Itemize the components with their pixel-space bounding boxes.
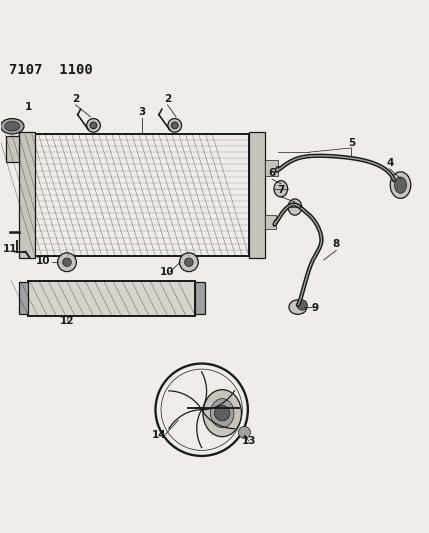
Circle shape: [90, 122, 97, 129]
Circle shape: [297, 300, 307, 310]
Bar: [18, 132, 35, 258]
Text: 1: 1: [25, 102, 32, 112]
Ellipse shape: [274, 181, 287, 197]
Bar: [19, 282, 28, 314]
Ellipse shape: [289, 300, 307, 314]
Ellipse shape: [288, 199, 302, 215]
Text: 14: 14: [151, 430, 166, 440]
Bar: [6, 136, 18, 161]
Circle shape: [184, 258, 193, 266]
Text: 9: 9: [311, 303, 319, 313]
Text: 10: 10: [160, 267, 175, 277]
Circle shape: [168, 118, 181, 132]
Circle shape: [171, 122, 178, 129]
Bar: [265, 160, 278, 176]
Text: 12: 12: [60, 316, 74, 326]
Text: 3: 3: [138, 107, 145, 117]
Bar: [28, 280, 195, 316]
Text: 7107  1100: 7107 1100: [9, 63, 93, 77]
Circle shape: [57, 253, 76, 272]
Ellipse shape: [395, 177, 407, 193]
Circle shape: [214, 406, 230, 421]
Text: 10: 10: [36, 255, 51, 265]
Circle shape: [87, 118, 100, 132]
Text: 11: 11: [3, 245, 17, 254]
Bar: [35, 134, 249, 256]
Text: 13: 13: [242, 437, 256, 446]
Ellipse shape: [211, 399, 234, 427]
Ellipse shape: [390, 172, 411, 198]
Text: 2: 2: [72, 94, 79, 104]
Ellipse shape: [5, 122, 20, 131]
Text: 5: 5: [348, 138, 355, 148]
Ellipse shape: [203, 390, 242, 437]
Text: 8: 8: [333, 239, 340, 249]
Text: 7: 7: [277, 185, 284, 196]
Text: 2: 2: [164, 94, 171, 104]
Circle shape: [63, 258, 71, 266]
Bar: [265, 215, 276, 229]
Circle shape: [239, 426, 251, 439]
Circle shape: [179, 253, 198, 272]
Bar: [195, 282, 205, 314]
Ellipse shape: [0, 118, 24, 134]
Text: 4: 4: [386, 158, 393, 168]
Text: 6: 6: [269, 168, 276, 178]
Bar: [249, 132, 265, 258]
